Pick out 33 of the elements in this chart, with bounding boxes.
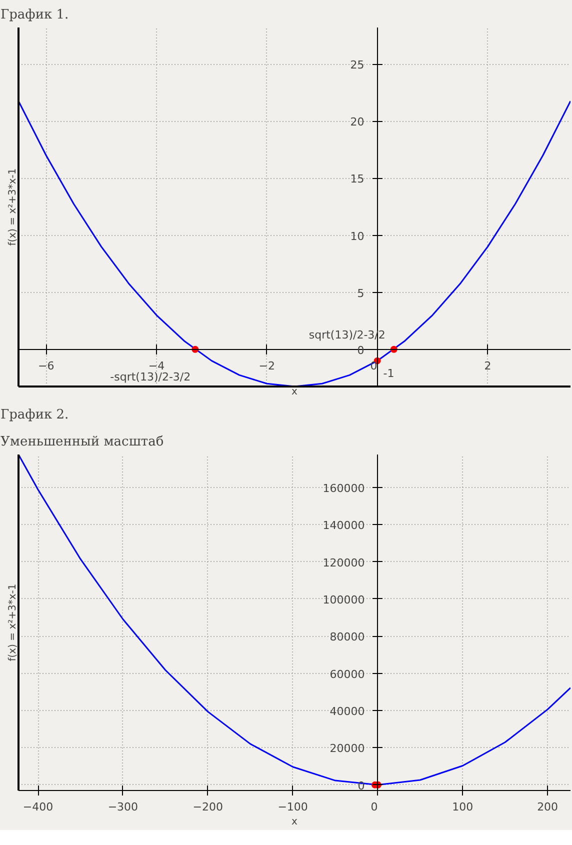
x-tick-label: −200 bbox=[192, 800, 223, 814]
x-tick-label: 0 bbox=[370, 800, 385, 814]
y-tick-label: 160000 bbox=[322, 482, 365, 495]
y-axis-title: f(x) = x²+3*x-1 bbox=[8, 168, 18, 246]
chart-title: График 1. bbox=[0, 8, 69, 22]
x-tick-label: −4 bbox=[148, 359, 165, 372]
x-tick-label: −300 bbox=[108, 800, 138, 814]
y-tick-label: 20000 bbox=[330, 742, 365, 756]
x-tick-label: −2 bbox=[258, 359, 276, 372]
chart-subtitle: Уменьшенный масштаб bbox=[0, 434, 164, 450]
x-tick-label: −6 bbox=[38, 359, 54, 372]
y-axis-title: f(x) = x²+3*x-1 bbox=[8, 584, 18, 662]
y-tick-label: 80000 bbox=[330, 630, 365, 644]
chart-title: График 2. bbox=[0, 408, 69, 422]
x-tick-label: −100 bbox=[278, 800, 308, 814]
y-tick-label: 60000 bbox=[330, 668, 365, 681]
y-tick-label: 20 bbox=[350, 116, 364, 129]
x-tick-label: −400 bbox=[22, 800, 54, 814]
y-tick-label: 100000 bbox=[322, 593, 365, 606]
x-tick-label: 200 bbox=[537, 800, 558, 814]
y-tick-label: 25 bbox=[350, 58, 364, 72]
x-axis-title: x bbox=[292, 386, 298, 398]
y-tick-label: 140000 bbox=[322, 519, 365, 532]
x-axis-title: x bbox=[292, 816, 298, 828]
y-tick-label: 120000 bbox=[322, 556, 365, 570]
x-tick-label: 2 bbox=[484, 359, 492, 372]
annotation: -sqrt(13)/2-3/2 bbox=[110, 370, 191, 384]
y-tick-label: 40000 bbox=[330, 705, 365, 718]
y-tick-label: 5 bbox=[357, 286, 364, 300]
annotation: -1 bbox=[383, 366, 394, 380]
x-tick-label: 100 bbox=[452, 800, 474, 814]
y-tick-label: 15 bbox=[350, 172, 364, 186]
y-tick-label: 10 bbox=[350, 230, 364, 243]
